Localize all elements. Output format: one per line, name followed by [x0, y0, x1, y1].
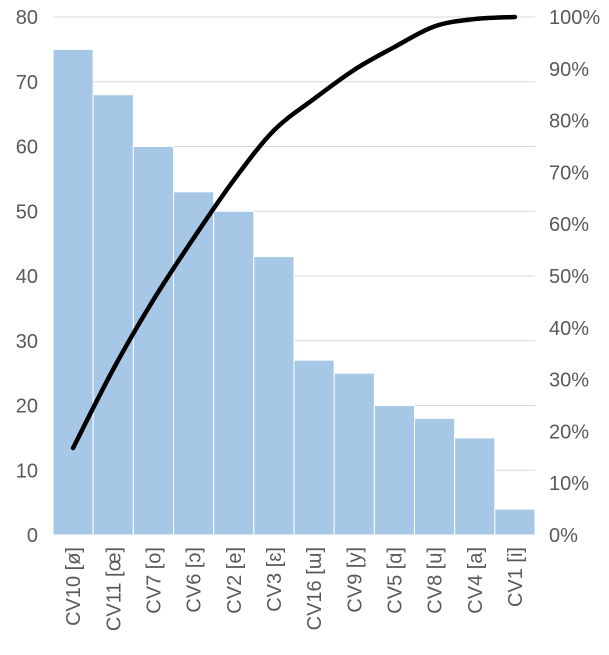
bar: [333, 372, 375, 536]
bar: [293, 359, 335, 536]
cumulative-line: [70, 14, 518, 451]
y-tick-label: 40: [16, 266, 38, 288]
y2-tick-label: 40%: [549, 318, 589, 340]
cumulative-line-series: [70, 14, 518, 451]
bar: [132, 146, 174, 536]
category-label: CV2 [e]: [224, 547, 246, 614]
category-label: CV4 [a]: [465, 547, 487, 614]
y2-tick-label: 10%: [549, 473, 589, 495]
y-tick-label: 10: [16, 460, 38, 482]
y2-tick-label: 30%: [549, 370, 589, 392]
y2-tick-label: 20%: [549, 421, 589, 443]
y-tick-label: 80: [16, 7, 38, 29]
category-label: CV1 [i]: [505, 547, 527, 607]
y-tick-label: 20: [16, 396, 38, 418]
y2-tick-label: 90%: [549, 59, 589, 81]
category-axis: CV10 [ø] CV11 [œ] CV7 [o] CV6 [ɔ] CV2 [e] CV3…: [63, 547, 527, 631]
bar: [52, 48, 94, 536]
category-label: CV7 [o]: [143, 547, 165, 614]
y-tick-label: 70: [16, 72, 38, 94]
category-label: CV3 [ɛ]: [264, 547, 286, 612]
bar: [494, 508, 536, 536]
bar: [253, 256, 295, 536]
y2-tick-label: 50%: [549, 266, 589, 288]
bar: [414, 417, 456, 536]
y-tick-label: 0: [27, 525, 38, 547]
y-tick-label: 60: [16, 137, 38, 159]
y2-tick-label: 100%: [549, 7, 600, 29]
category-label: CV11 [œ]: [103, 547, 125, 631]
category-label: CV8 [u]: [425, 547, 447, 614]
y2-tick-label: 60%: [549, 214, 589, 236]
bar: [213, 210, 255, 536]
bar: [373, 405, 416, 536]
category-label: CV16 [ɯ]: [304, 547, 326, 630]
right-axis: 0% 10% 20% 30% 40% 50% 60% 70% 80% 90% 100%: [549, 7, 600, 547]
y2-tick-label: 70%: [549, 162, 589, 184]
category-label: CV9 [y]: [344, 547, 366, 613]
category-label: CV6 [ɔ]: [184, 547, 206, 613]
bar: [454, 437, 496, 536]
bar: [92, 94, 134, 536]
category-label: CV10 [ø]: [63, 547, 85, 626]
bar-series: [52, 48, 536, 536]
y-tick-label: 50: [16, 201, 38, 223]
category-label: CV5 [ɑ]: [384, 547, 406, 614]
y-tick-label: 30: [16, 331, 38, 353]
left-axis: 0 10 20 30 40 50 60 70 80: [16, 7, 38, 547]
y2-tick-label: 0%: [549, 525, 578, 547]
bar: [173, 191, 215, 536]
y2-tick-label: 80%: [549, 111, 589, 133]
